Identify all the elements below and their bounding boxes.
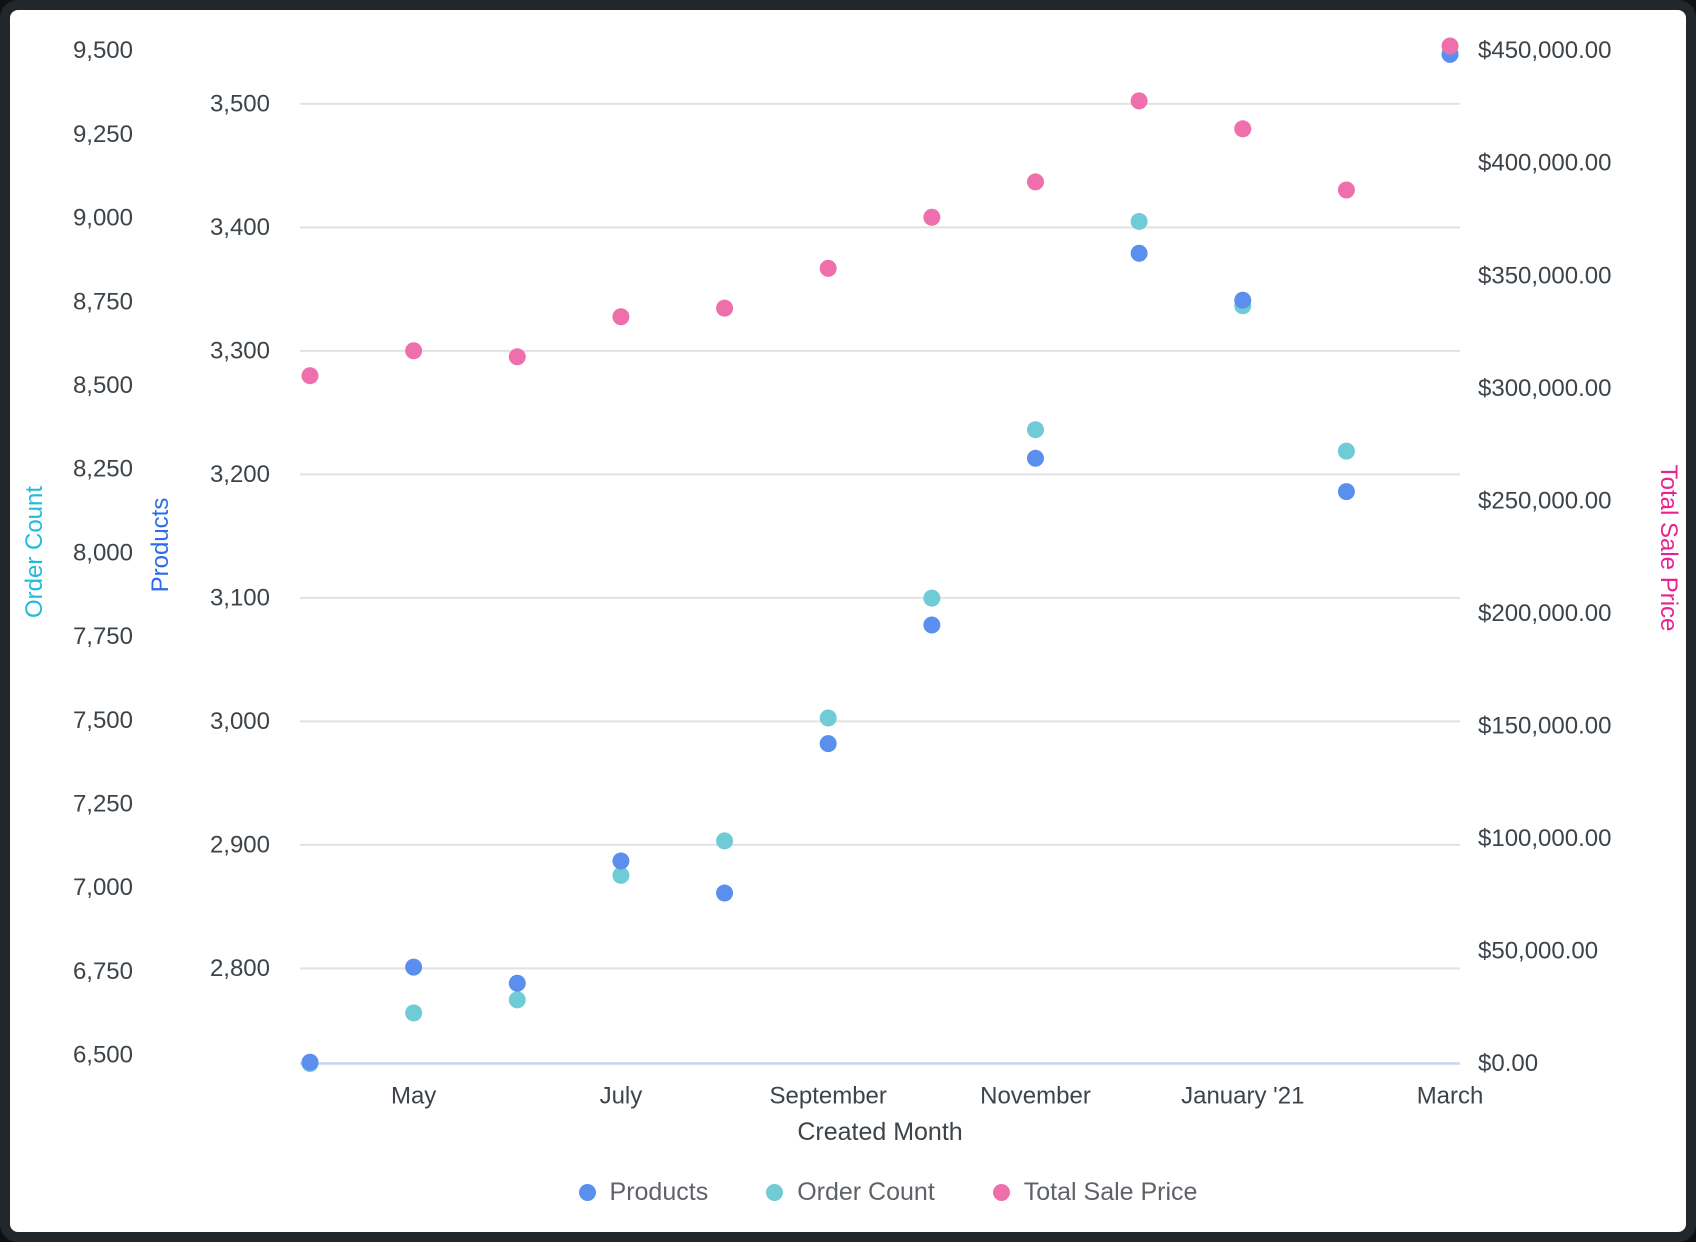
total-sale-price-tick-label: $0.00 <box>1478 1050 1538 1077</box>
data-point-total_sale_price[interactable] <box>612 308 630 326</box>
data-point-total_sale_price[interactable] <box>1441 37 1459 55</box>
order-count-tick-label: 7,250 <box>73 791 133 818</box>
order-count-tick-label: 8,250 <box>73 456 133 483</box>
data-point-products[interactable] <box>819 735 837 753</box>
order-count-tick-label: 6,750 <box>73 958 133 985</box>
products-tick-label: 3,200 <box>210 461 270 488</box>
total-sale-price-tick-label: $250,000.00 <box>1478 487 1611 514</box>
order-count-axis-title: Order Count <box>21 486 48 618</box>
total-sale-price-tick-label: $150,000.00 <box>1478 712 1611 739</box>
data-points <box>301 37 1459 1072</box>
products-tick-label: 2,800 <box>210 955 270 982</box>
legend-item-total-sale-price[interactable]: Total Sale Price <box>992 1178 1198 1207</box>
data-point-order_count[interactable] <box>612 866 630 884</box>
data-point-total_sale_price[interactable] <box>819 259 837 277</box>
data-point-products[interactable] <box>1026 449 1044 467</box>
legend-item-order-count[interactable]: Order Count <box>766 1178 935 1207</box>
total-sale-price-tick-label: $450,000.00 <box>1478 37 1611 64</box>
total-sale-price-tick-label: $50,000.00 <box>1478 937 1598 964</box>
x-axis-title: Created Month <box>797 1118 962 1146</box>
data-point-order_count[interactable] <box>1130 212 1148 230</box>
data-point-products[interactable] <box>923 616 941 634</box>
data-point-total_sale_price[interactable] <box>508 348 526 366</box>
data-point-total_sale_price[interactable] <box>1234 120 1252 138</box>
order-count-legend-dot-icon <box>766 1184 784 1201</box>
data-point-order_count[interactable] <box>1337 442 1355 460</box>
products-tick-label: 3,500 <box>210 90 270 117</box>
data-point-products[interactable] <box>508 974 526 992</box>
x-axis-tick-label: November <box>980 1083 1091 1110</box>
data-point-order_count[interactable] <box>819 709 837 727</box>
data-point-products[interactable] <box>716 884 734 902</box>
data-point-products[interactable] <box>1130 244 1148 262</box>
x-axis-tick-label: July <box>600 1083 643 1110</box>
total-sale-price-tick-label: $200,000.00 <box>1478 600 1611 627</box>
products-tick-label: 3,300 <box>210 337 270 364</box>
data-point-products[interactable] <box>612 852 630 870</box>
data-point-products[interactable] <box>301 1053 319 1071</box>
data-point-total_sale_price[interactable] <box>1026 173 1044 191</box>
products-axis-title: Products <box>147 498 174 593</box>
data-point-total_sale_price[interactable] <box>1130 92 1148 110</box>
x-axis-tick-label: May <box>391 1083 436 1110</box>
data-point-total_sale_price[interactable] <box>716 299 734 317</box>
total-sale-price-axis-title: Total Sale Price <box>1655 465 1682 632</box>
data-point-products[interactable] <box>1234 291 1252 309</box>
x-axis-tick-label: September <box>769 1083 886 1110</box>
data-point-order_count[interactable] <box>923 589 941 607</box>
order-count-tick-label: 7,500 <box>73 707 133 734</box>
gridlines <box>300 102 1460 1065</box>
chart-legend: Products Order Count Total Sale Price <box>80 1178 1696 1207</box>
total-sale-price-tick-label: $350,000.00 <box>1478 262 1611 289</box>
legend-label: Total Sale Price <box>1023 1178 1198 1206</box>
total-sale-price-tick-label: $400,000.00 <box>1478 150 1611 177</box>
products-legend-dot-icon <box>578 1184 596 1201</box>
data-point-order_count[interactable] <box>1026 421 1044 439</box>
data-point-products[interactable] <box>405 958 423 976</box>
legend-item-products[interactable]: Products <box>578 1178 709 1207</box>
order-count-tick-label: 6,500 <box>73 1042 133 1069</box>
data-point-total_sale_price[interactable] <box>1337 181 1355 199</box>
data-point-order_count[interactable] <box>508 991 526 1009</box>
x-axis-tick-label: January '21 <box>1181 1083 1304 1110</box>
products-tick-label: 3,400 <box>210 214 270 241</box>
order-count-tick-label: 9,000 <box>73 205 133 232</box>
total-sale-price-tick-label: $100,000.00 <box>1478 825 1611 852</box>
axis-tick-labels: 6,500 6,750 7,000 7,250 7,500 7,750 8,000 8,250… <box>73 37 1612 1109</box>
order-count-tick-label: 7,000 <box>73 874 133 901</box>
data-point-order_count[interactable] <box>405 1004 423 1022</box>
products-tick-label: 3,100 <box>210 584 270 611</box>
data-point-order_count[interactable] <box>716 832 734 850</box>
total-sale-price-legend-dot-icon <box>992 1184 1010 1201</box>
order-count-tick-label: 8,000 <box>73 539 133 566</box>
data-point-total_sale_price[interactable] <box>301 367 319 385</box>
products-tick-label: 2,900 <box>210 831 270 858</box>
total-sale-price-tick-label: $300,000.00 <box>1478 375 1611 402</box>
order-count-tick-label: 7,750 <box>73 623 133 650</box>
order-count-tick-label: 9,250 <box>73 121 133 148</box>
data-point-total_sale_price[interactable] <box>405 342 423 360</box>
order-count-tick-label: 9,500 <box>73 37 133 64</box>
x-axis-tick-label: March <box>1417 1083 1484 1110</box>
products-tick-label: 3,000 <box>210 708 270 735</box>
data-point-products[interactable] <box>1337 483 1355 501</box>
data-point-total_sale_price[interactable] <box>923 208 941 226</box>
order-count-tick-label: 8,500 <box>73 372 133 399</box>
legend-label: Products <box>609 1178 709 1206</box>
legend-label: Order Count <box>797 1178 935 1206</box>
order-count-tick-label: 8,750 <box>73 288 133 315</box>
